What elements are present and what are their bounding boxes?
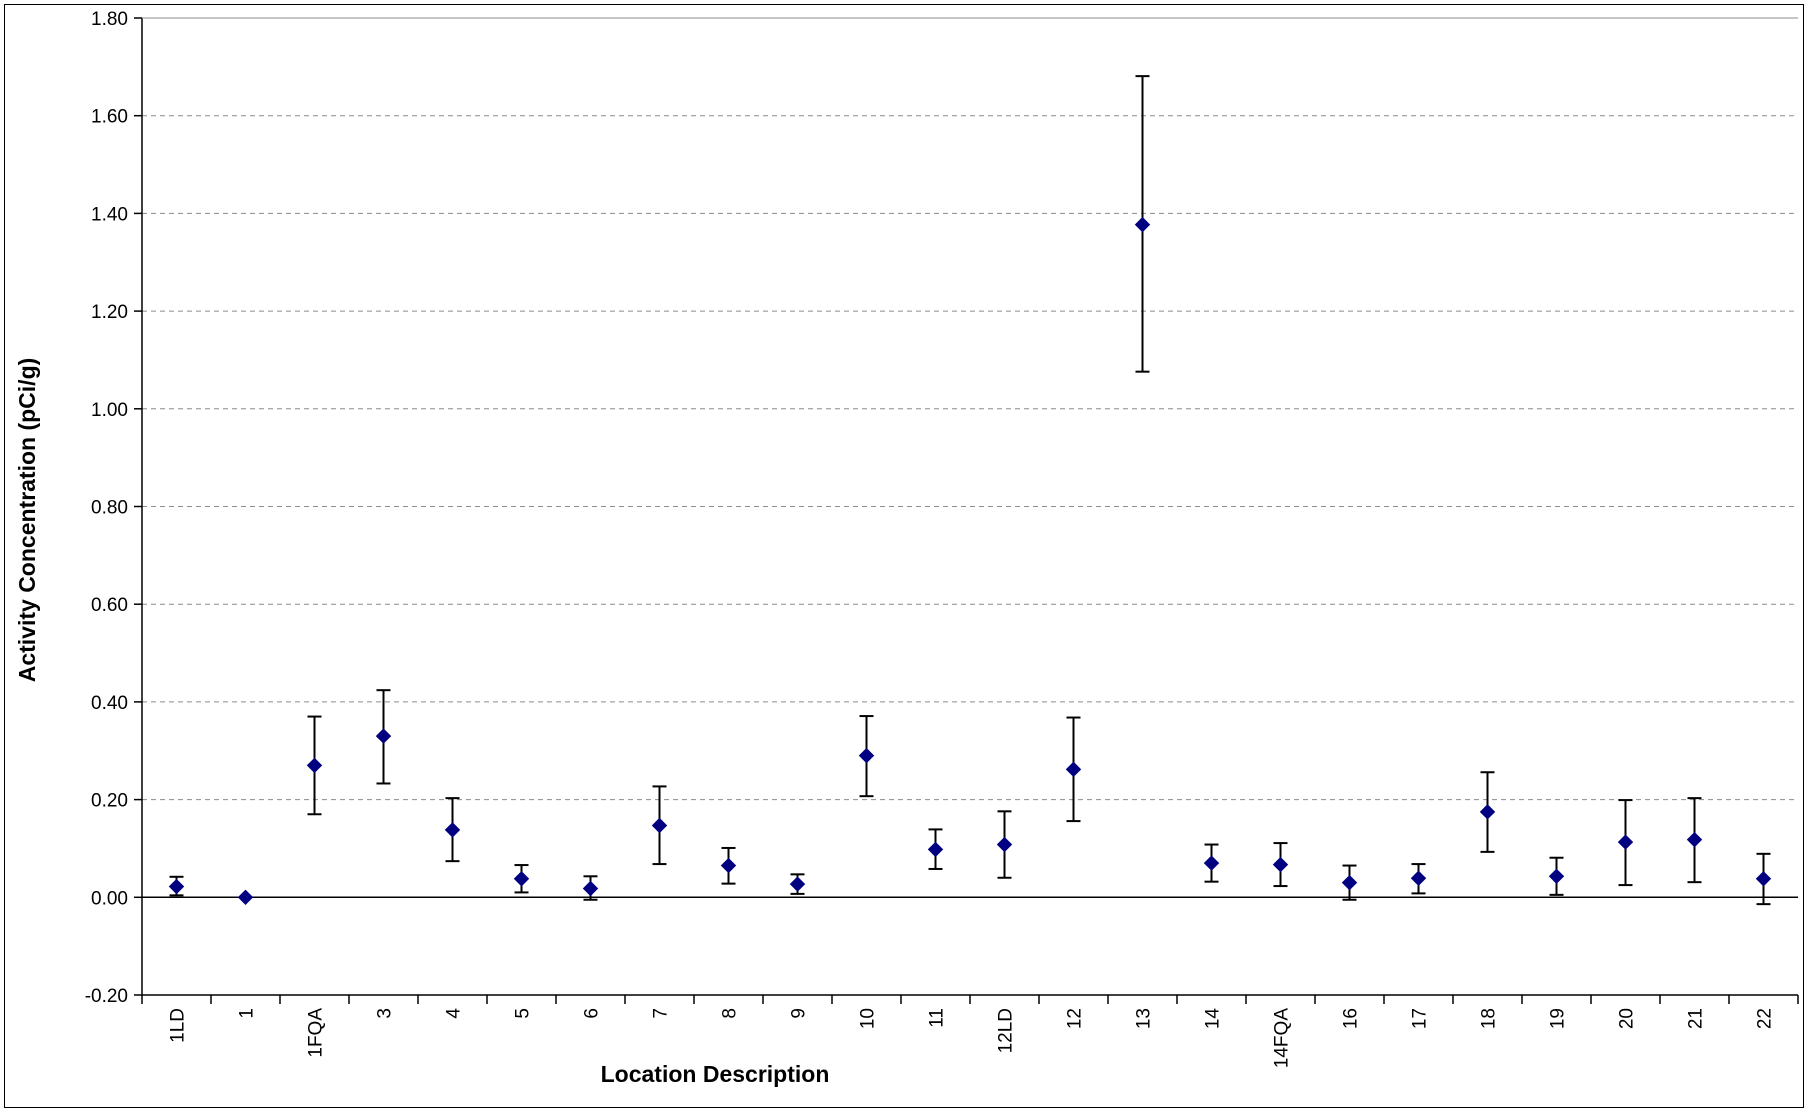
chart-plot: -0.20 0.00 0.20 0.40 0.60 0.80 1.00 1.20 1.40 1.6…	[14, 9, 1799, 1087]
data-point-diamond	[1686, 831, 1703, 848]
y-tick-labels: -0.20 0.00 0.20 0.40 0.60 0.80 1.00 1.20 1.40 1.6…	[85, 9, 128, 1007]
x-tick-label: 5	[513, 1008, 534, 1019]
chart-frame: -0.20 0.00 0.20 0.40 0.60 0.80 1.00 1.20 1.40 1.6…	[4, 4, 1804, 1108]
y-tick-label: 1.20	[91, 302, 128, 323]
x-tick-label: 10	[858, 1008, 879, 1029]
x-tick-label: 6	[582, 1008, 603, 1019]
y-tick-label: 0.60	[91, 595, 128, 616]
x-tick-label: 1	[237, 1008, 258, 1019]
data-points	[168, 216, 1772, 906]
x-tick-label: 11	[927, 1008, 948, 1028]
gridlines	[142, 115, 1798, 801]
x-tick-label: 12	[1065, 1008, 1086, 1029]
x-tick-label: 7	[651, 1008, 672, 1019]
x-tick-label: 3	[375, 1008, 396, 1019]
x-tick-label: 18	[1479, 1008, 1500, 1029]
y-axis-title: Activity Concentration (pCi/g)	[14, 358, 40, 683]
y-tick-label: 0.40	[91, 693, 128, 714]
x-tick-label: 4	[444, 1008, 465, 1019]
data-point-diamond	[651, 817, 668, 834]
data-point-diamond	[996, 836, 1013, 853]
data-point-diamond	[720, 857, 737, 874]
x-tick-label: 9	[789, 1008, 810, 1019]
data-point-diamond	[927, 841, 944, 858]
data-point-diamond	[1548, 868, 1565, 885]
x-tick-label: 12LD	[996, 1008, 1017, 1053]
y-tick-label: 1.40	[91, 204, 128, 225]
data-point-diamond	[1479, 804, 1496, 820]
x-tick-label: 19	[1548, 1008, 1569, 1029]
data-point-diamond	[789, 876, 806, 892]
x-tick-label: 8	[720, 1008, 741, 1019]
x-tick-label: 14	[1203, 1008, 1224, 1030]
data-point-diamond	[1134, 216, 1151, 233]
data-point-diamond	[375, 728, 392, 744]
data-point-diamond	[513, 871, 530, 887]
data-point-diamond	[1617, 834, 1634, 850]
y-tick-label: 1.00	[91, 400, 128, 421]
y-tick-label: 0.00	[91, 888, 128, 909]
y-tick-label: 1.60	[91, 107, 128, 128]
data-point-diamond	[1272, 856, 1289, 873]
error-bars	[169, 75, 1771, 906]
x-tick-labels: 1LD 1 1FQA 3 4 5 6 7 8 9 10 11 12LD 12 13 14 14FQA 16 17 18…	[168, 1008, 1776, 1069]
y-tick-label: 0.80	[91, 498, 128, 519]
data-point-diamond	[858, 747, 875, 764]
x-axis-title: Location Description	[601, 1061, 830, 1087]
data-point-diamond	[306, 757, 323, 774]
axes	[134, 17, 1799, 1004]
x-tick-label: 14FQA	[1272, 1008, 1293, 1069]
data-point-diamond	[1203, 855, 1220, 871]
data-point-diamond	[168, 878, 185, 895]
data-point-diamond	[1065, 761, 1082, 778]
x-tick-label: 22	[1755, 1008, 1776, 1029]
data-point-diamond	[444, 822, 461, 838]
x-tick-label: 13	[1134, 1008, 1155, 1029]
data-point-diamond	[582, 880, 599, 897]
data-point-diamond	[1410, 870, 1427, 886]
data-point-diamond	[237, 889, 254, 906]
x-tick-label: 1FQA	[306, 1008, 327, 1058]
x-tick-label: 16	[1341, 1008, 1362, 1029]
y-tick-label: 1.80	[91, 9, 128, 30]
y-tick-label: -0.20	[85, 986, 128, 1007]
y-tick-label: 0.20	[91, 791, 128, 812]
x-tick-label: 20	[1617, 1008, 1638, 1029]
x-tick-label: 17	[1410, 1008, 1431, 1029]
x-tick-label: 21	[1686, 1008, 1707, 1029]
data-point-diamond	[1755, 871, 1772, 887]
data-point-diamond	[1341, 874, 1358, 891]
x-tick-label: 1LD	[168, 1008, 189, 1043]
